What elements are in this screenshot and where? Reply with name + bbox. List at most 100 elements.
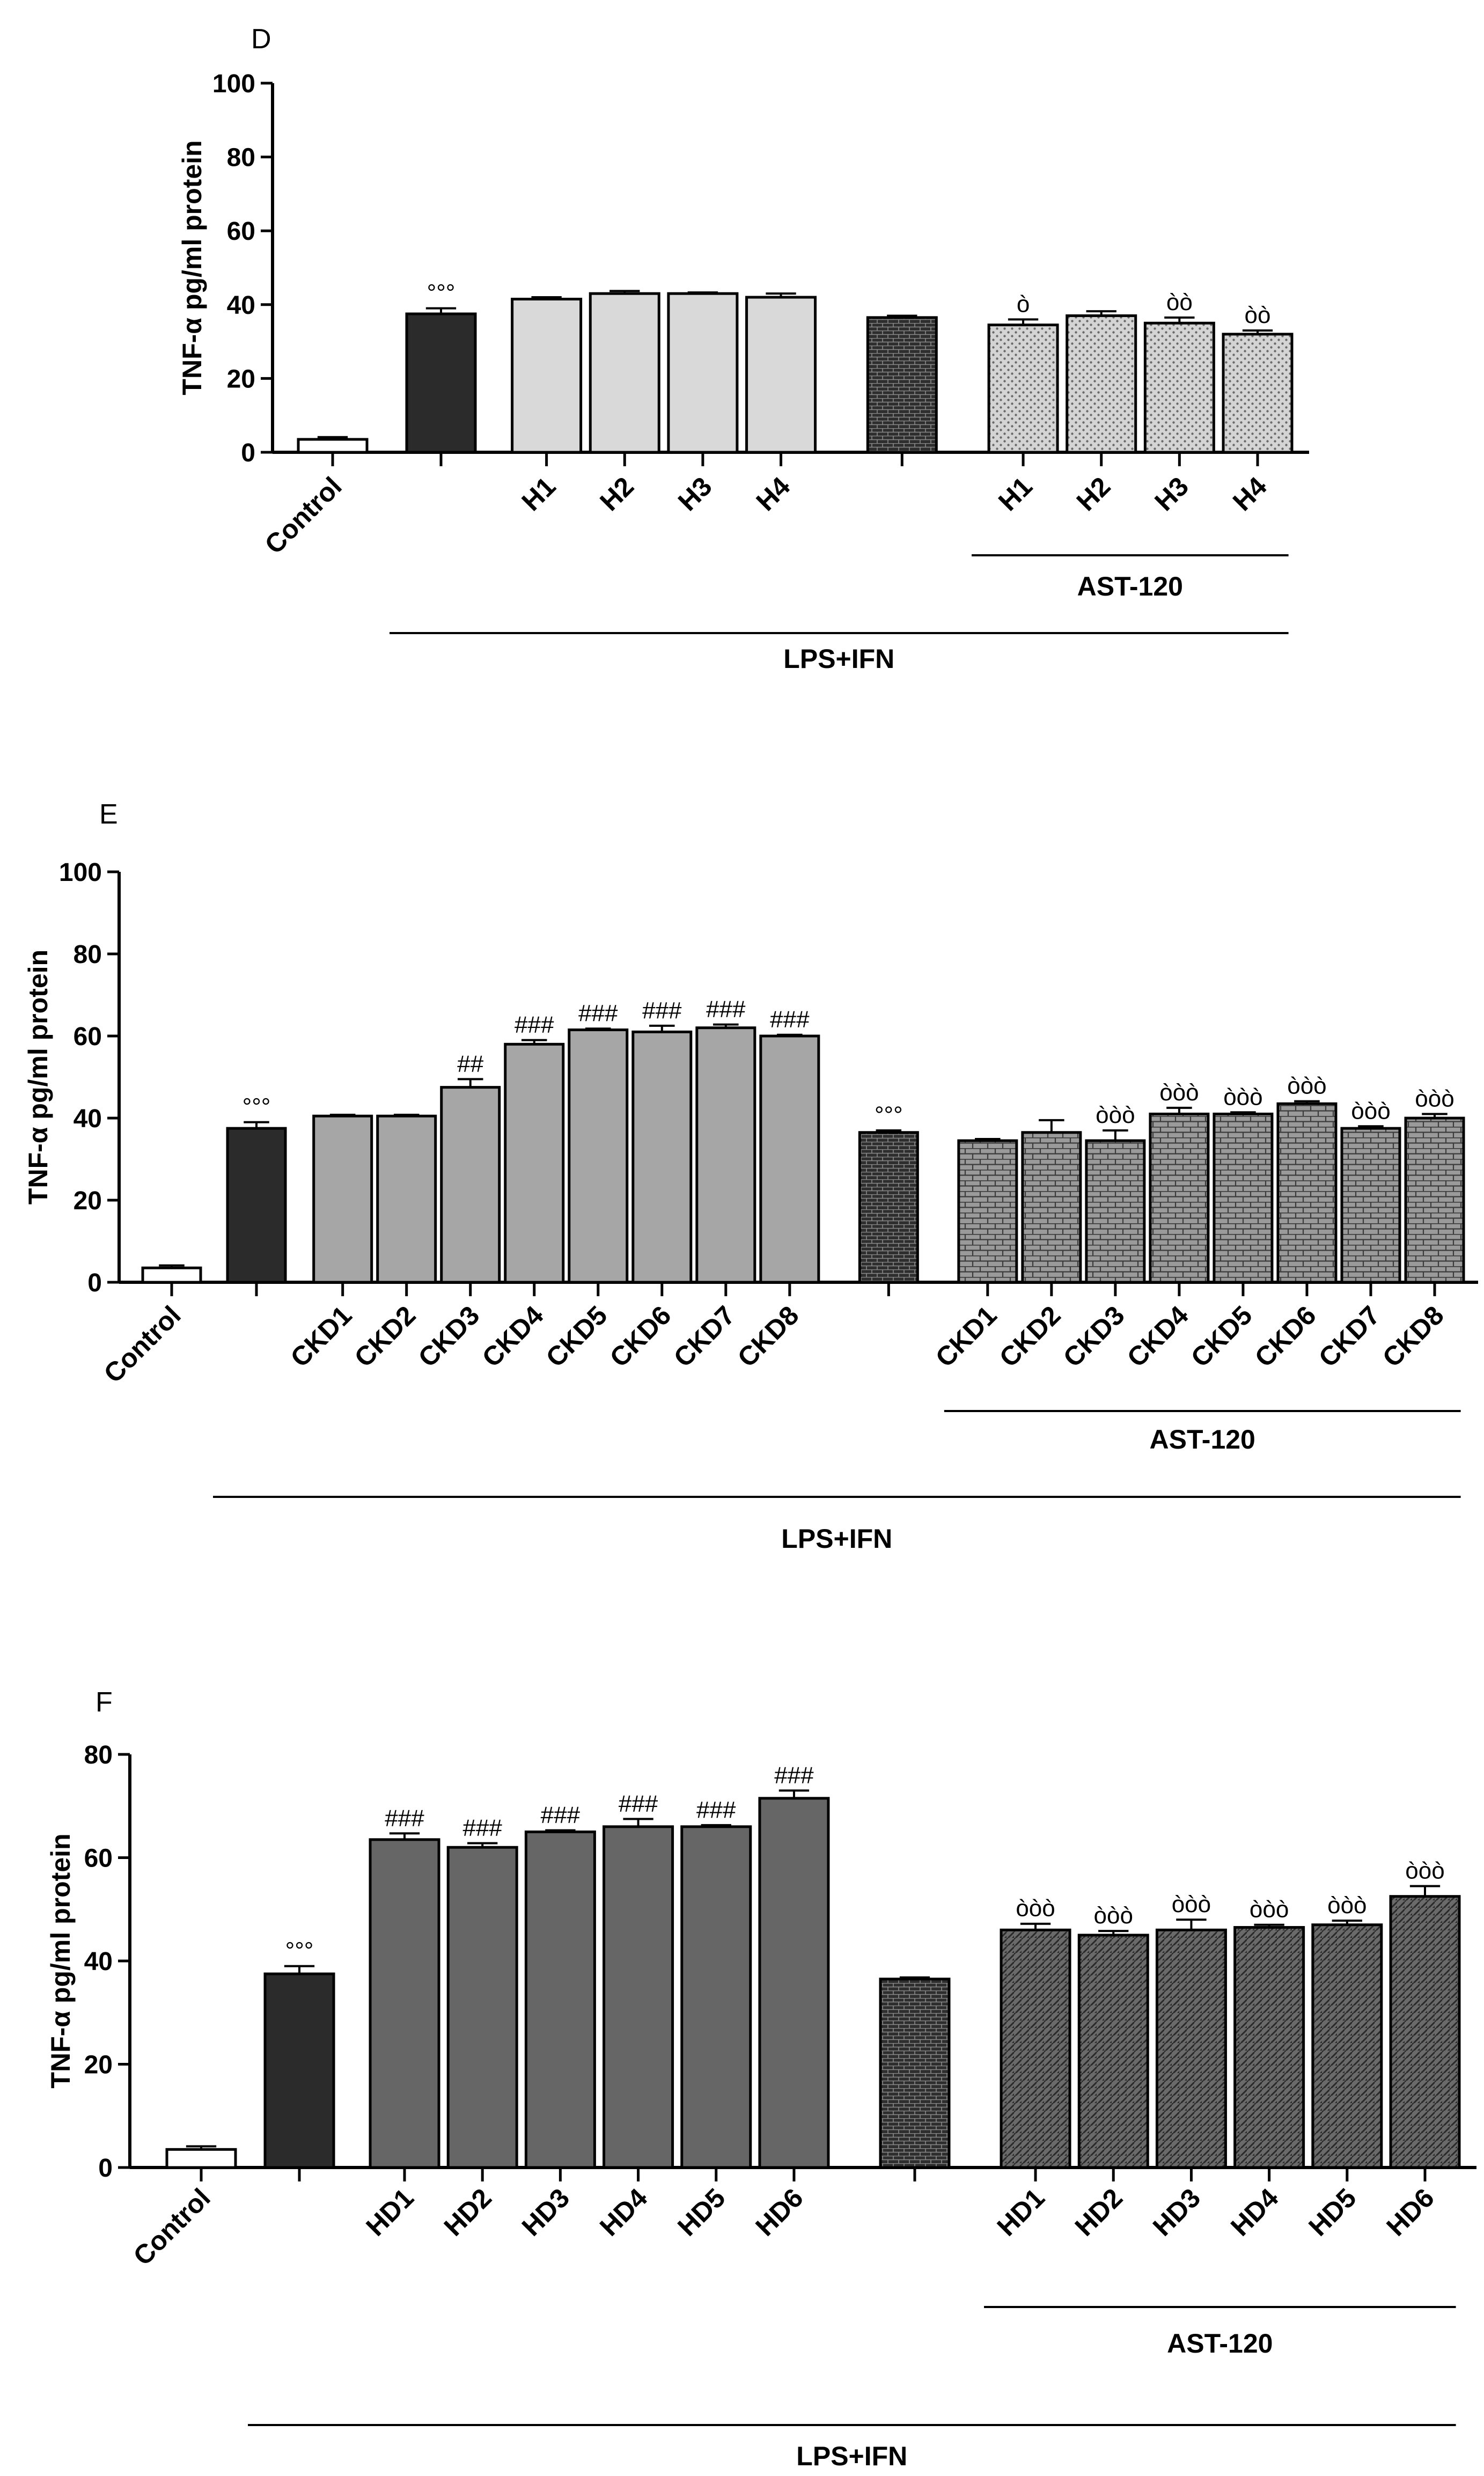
bar: [226, 1127, 287, 1284]
significance-mark: ###: [642, 997, 682, 1024]
x-tick-label: CKD8: [732, 1300, 805, 1373]
x-tick-label: H1: [516, 471, 562, 517]
y-tick-label: 80: [74, 941, 102, 969]
x-tick-label: CKD1: [930, 1300, 1003, 1373]
significance-mark: òòò: [1016, 1895, 1055, 1922]
bar: [263, 1972, 335, 2169]
x-tick-label: H2: [594, 471, 640, 517]
x-tick-label: CKD2: [994, 1300, 1067, 1373]
y-tick-label: 100: [212, 70, 255, 98]
group-label: AST-120: [1150, 1424, 1255, 1454]
x-tick-label: HD3: [1147, 2183, 1206, 2242]
panel-label: D: [251, 24, 271, 55]
bar: [879, 1978, 951, 2169]
bar: [603, 1825, 674, 2169]
x-tick-label: HD4: [594, 2183, 653, 2242]
x-tick-label: CKD4: [476, 1300, 549, 1373]
bar: [858, 1131, 919, 1284]
significance-mark: òòò: [1405, 1857, 1444, 1884]
group-label: LPS+IFN: [781, 1524, 892, 1554]
significance-mark: ###: [385, 1805, 424, 1831]
x-tick-label: CKD6: [604, 1300, 677, 1373]
bar: [1311, 1923, 1383, 2169]
y-tick-label: 40: [84, 1948, 113, 1976]
significance-mark: òò: [1245, 302, 1271, 328]
x-tick-label: CKD1: [285, 1300, 358, 1373]
y-tick-label: 40: [227, 291, 255, 320]
bar: [440, 1086, 501, 1284]
bar: [312, 1114, 373, 1284]
x-tick-label: CKD3: [1057, 1300, 1130, 1373]
x-tick-label: H3: [672, 471, 718, 517]
panel-d-chart: D 0 20 40 60 80 100 TNF-α pg/ml protein Control °…: [177, 24, 1309, 674]
significance-mark: ###: [619, 1790, 658, 1817]
significance-mark: °°°: [875, 1102, 903, 1128]
x-tick-label: H4: [1227, 471, 1273, 517]
significance-mark: òòò: [1172, 1891, 1211, 1917]
bar: [1149, 1112, 1210, 1284]
significance-mark: ###: [706, 996, 746, 1023]
y-axis-title: TNF-α pg/ml protein: [177, 140, 207, 395]
y-tick-label: 0: [98, 2154, 113, 2183]
significance-mark: °°°: [427, 280, 456, 306]
y-tick-label: 20: [227, 365, 255, 393]
x-tick-label: HD2: [438, 2183, 497, 2242]
bar: [297, 438, 369, 454]
x-tick-label: CKD5: [1185, 1300, 1258, 1373]
bar: [1340, 1127, 1401, 1284]
bar: [1233, 1926, 1305, 2169]
y-tick-label: 60: [74, 1023, 102, 1051]
y-tick-label: 60: [84, 1845, 113, 1873]
bar: [1222, 333, 1294, 454]
y-axis-title: TNF-α pg/ml protein: [23, 950, 53, 1204]
y-tick-label: 80: [84, 1741, 113, 1769]
bar: [987, 324, 1059, 454]
bar: [504, 1042, 565, 1284]
x-tick-label: HD3: [516, 2183, 575, 2242]
x-tick-label: HD6: [1380, 2183, 1439, 2242]
x-tick-label: Control: [128, 2183, 216, 2271]
bar: [1143, 321, 1215, 454]
bar: [1389, 1895, 1461, 2169]
x-tick-label: CKD8: [1377, 1300, 1450, 1373]
significance-mark: ###: [696, 1797, 736, 1823]
significance-mark: òòò: [1096, 1102, 1135, 1128]
panel-label: E: [99, 799, 118, 830]
significance-mark: ###: [578, 1000, 618, 1026]
bar: [524, 1830, 596, 2169]
x-tick-label: CKD7: [668, 1300, 741, 1373]
bar: [866, 316, 938, 454]
x-tick-label: CKD6: [1249, 1300, 1322, 1373]
x-tick-label: HD5: [672, 2183, 731, 2242]
x-tick-label: HD6: [750, 2183, 809, 2242]
significance-mark: °°°: [243, 1094, 271, 1120]
x-tick-label: CKD4: [1121, 1300, 1194, 1373]
significance-mark: ###: [774, 1762, 814, 1788]
significance-mark: òòò: [1159, 1079, 1199, 1106]
significance-mark: ò: [1017, 291, 1030, 317]
y-tick-label: 80: [227, 144, 255, 172]
significance-mark: ###: [515, 1012, 554, 1038]
y-tick-label: 20: [84, 2051, 113, 2080]
x-tick-label: CKD2: [349, 1300, 422, 1373]
bar: [1077, 1934, 1149, 2169]
bar: [758, 1797, 830, 2169]
group-label: LPS+IFN: [783, 644, 894, 674]
significance-mark: òòò: [1250, 1897, 1289, 1923]
bar: [446, 1846, 518, 2169]
group-label: LPS+IFN: [796, 2441, 907, 2471]
bar: [1213, 1112, 1274, 1284]
bar: [1000, 1928, 1071, 2169]
panel-e-chart: E 0 20 40 60 80 100 TNF-α pg/ml protein Control °…: [23, 799, 1478, 1554]
significance-mark: òòò: [1351, 1098, 1390, 1124]
significance-mark: òòò: [1094, 1902, 1133, 1929]
panel-label: F: [95, 1687, 113, 1718]
significance-mark: ##: [457, 1050, 483, 1077]
x-tick-label: H2: [1071, 471, 1116, 517]
bar: [745, 296, 817, 454]
significance-mark: ###: [462, 1815, 502, 1841]
y-tick-label: 60: [227, 217, 255, 246]
panel-f-chart: F 0 20 40 60 80 TNF-α pg/ml protein Control °°° #…: [46, 1687, 1476, 2471]
